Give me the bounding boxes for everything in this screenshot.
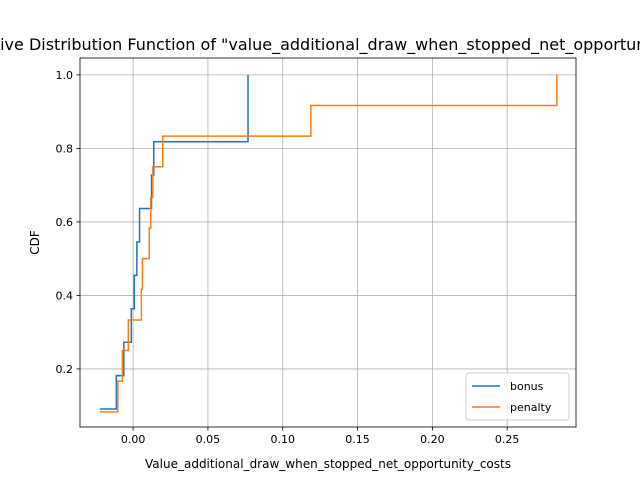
axis-ticks: 0.00 0.05 0.10 0.15 0.20 0.25 0.2 0.4 0.6 0.8 1.0 (56, 69, 520, 446)
y-axis-label: CDF (28, 230, 42, 255)
y-tick-label: 0.8 (56, 142, 74, 155)
series-lines (99, 74, 558, 413)
plot-frame (79, 57, 577, 428)
series-line-penalty (99, 74, 558, 413)
x-tick-label: 0.00 (121, 433, 146, 446)
x-tick-label: 0.20 (420, 433, 445, 446)
legend-label-penalty: penalty (510, 401, 552, 414)
series-line-bonus (99, 74, 249, 410)
y-tick-label: 0.4 (56, 289, 74, 302)
y-tick-label: 1.0 (56, 69, 74, 82)
legend-box (465, 372, 570, 421)
x-tick-label: 0.05 (196, 433, 221, 446)
x-tick-label: 0.10 (270, 433, 295, 446)
chart-title: Cumulative Distribution Function of "val… (0, 35, 640, 55)
legend-label-bonus: bonus (510, 380, 544, 393)
grid (80, 58, 576, 427)
y-tick-label: 0.2 (56, 363, 74, 376)
y-tick-label: 0.6 (56, 216, 74, 229)
legend: bonus penalty (465, 372, 570, 421)
x-tick-label: 0.25 (495, 433, 520, 446)
x-axis-label: Value_additional_draw_when_stopped_net_o… (145, 457, 511, 471)
x-tick-label: 0.15 (345, 433, 370, 446)
